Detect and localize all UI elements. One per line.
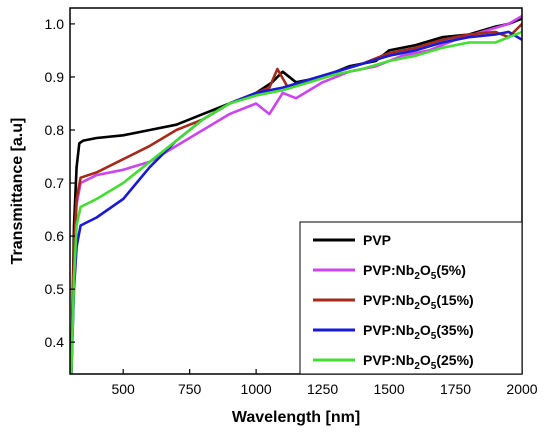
y-tick-label: 0.4 xyxy=(45,334,65,350)
y-tick-label: 0.6 xyxy=(45,228,65,244)
x-tick-label: 750 xyxy=(178,381,202,397)
series-layer xyxy=(70,14,523,375)
y-tick-label: 1.0 xyxy=(45,16,65,32)
legend-box xyxy=(299,221,523,375)
x-axis-title: Wavelength [nm] xyxy=(232,409,360,426)
y-tick-label: 0.9 xyxy=(45,69,65,85)
legend-items: PVP PVP:Nb2O5(5%) PVP:Nb2O5(15%) PVP:Nb2O5(… xyxy=(313,232,474,372)
legend-label-3: PVP:Nb2O5(35%) xyxy=(363,322,474,342)
y-tick-label: 0.5 xyxy=(45,281,65,297)
x-tick-label: 1250 xyxy=(307,381,338,397)
series-line-2 xyxy=(70,22,523,375)
legend: PVP PVP:Nb2O5(5%) PVP:Nb2O5(15%) PVP:Nb2O5(… xyxy=(299,221,523,375)
x-tick-label: 2000 xyxy=(506,381,537,397)
y-tick-label: 0.7 xyxy=(45,175,65,191)
x-tick-label: 1750 xyxy=(440,381,471,397)
y-tick-label: 0.8 xyxy=(45,122,65,138)
x-tick-label: 1500 xyxy=(373,381,404,397)
series-line-4 xyxy=(70,30,523,375)
x-tick-label: 1000 xyxy=(241,381,272,397)
x-tick-label: 500 xyxy=(111,381,135,397)
legend-label-1: PVP:Nb2O5(5%) xyxy=(363,262,466,282)
tick-layer: 500 750 1000 1250 1500 1750 2000 0.4 0.5 0.6 0.7 0.… xyxy=(45,16,538,397)
y-axis-title: Transmittance [a.u] xyxy=(9,118,26,265)
series-line-3 xyxy=(70,30,523,375)
legend-label-2: PVP:Nb2O5(15%) xyxy=(363,292,474,312)
legend-label-0: PVP xyxy=(363,232,391,248)
legend-label-4: PVP:Nb2O5(25%) xyxy=(363,352,474,372)
plot-frame xyxy=(69,7,523,375)
series-line-1 xyxy=(70,14,523,375)
